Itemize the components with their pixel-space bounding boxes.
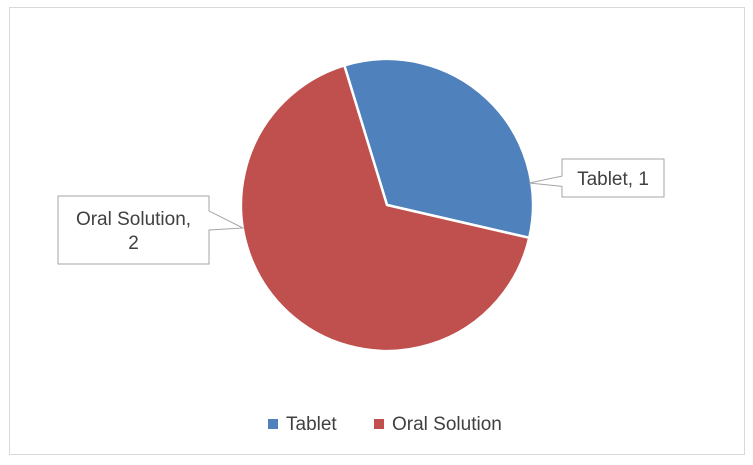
legend: Tablet Oral Solution — [268, 414, 502, 435]
data-label-oral-solution: Oral Solution, 2 — [57, 195, 245, 265]
data-label-tablet: Tablet, 1 — [528, 158, 665, 198]
legend-label: Oral Solution — [392, 414, 502, 435]
data-label-text: Oral Solution, — [76, 209, 191, 230]
legend-item-oral-solution: Oral Solution — [374, 414, 502, 435]
data-labels: Tablet, 1 Oral Solution, 2 — [57, 158, 665, 265]
legend-label: Tablet — [286, 414, 337, 435]
data-label-box — [57, 195, 245, 265]
legend-swatch — [268, 419, 278, 429]
pie-slice-tablet — [343, 57, 535, 240]
legend-item-tablet: Tablet — [268, 414, 337, 435]
data-label-text: Tablet, 1 — [577, 169, 649, 190]
data-label-text: 2 — [128, 233, 139, 254]
pie-slice-oral-solution — [239, 64, 531, 353]
legend-swatch — [374, 419, 384, 429]
data-label-box — [528, 158, 665, 198]
pie-slices — [239, 57, 535, 353]
